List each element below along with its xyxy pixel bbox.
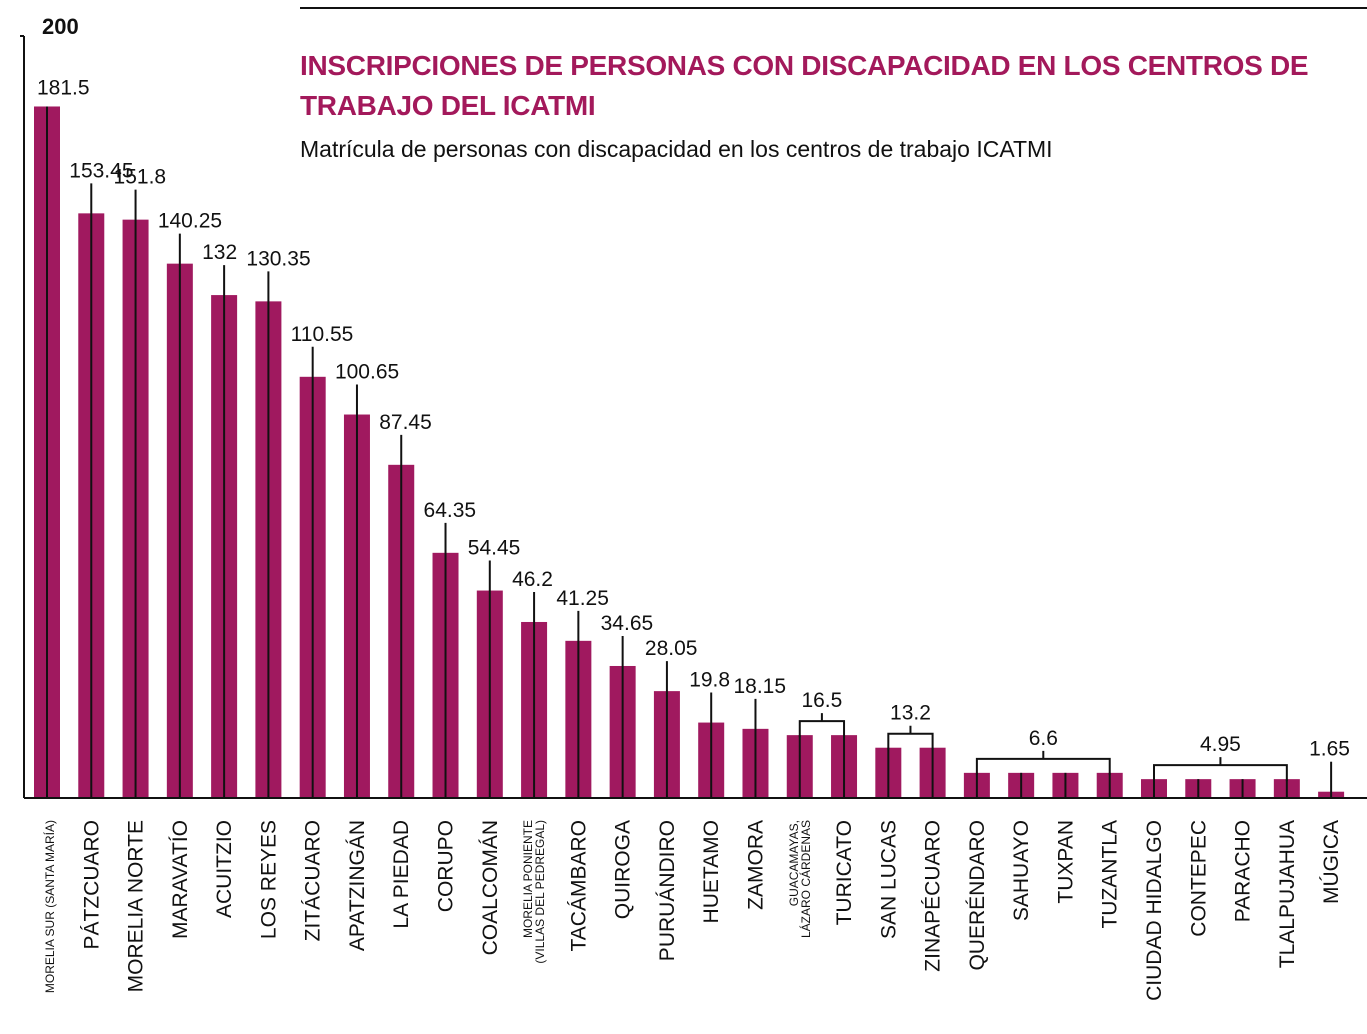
x-tick-label: SAN LUCAS: [877, 820, 900, 939]
value-label: 18.15: [733, 675, 786, 698]
x-tick-label: PARACHO: [1232, 820, 1255, 922]
value-label: 54.45: [468, 537, 521, 560]
x-tick-label: CONTEPEC: [1187, 820, 1210, 937]
x-tick-label: ACUITZIO: [213, 820, 236, 918]
x-tick-label: LA PIEDAD: [390, 820, 413, 929]
value-label: 181.5: [37, 76, 90, 99]
value-label: 130.35: [246, 247, 310, 270]
value-label: 34.65: [601, 612, 654, 635]
value-label: 140.25: [158, 210, 222, 233]
x-tick-label: TACÁMBARO: [567, 820, 590, 951]
value-label: 6.6: [1029, 727, 1058, 750]
value-label: 19.8: [689, 669, 730, 692]
y-tick-label: 200: [42, 14, 79, 39]
x-tick-label: ZINAPÉCUARO: [922, 820, 945, 972]
value-label: 100.65: [335, 361, 399, 384]
x-tick-label: SAHUAYO: [1010, 820, 1033, 921]
group-bracket: [887, 725, 934, 750]
value-label: 132: [202, 241, 237, 264]
value-label: 41.25: [556, 587, 609, 610]
group-bracket: [1153, 757, 1288, 782]
value-label: 4.95: [1200, 733, 1241, 756]
x-tick-label: MORELIA SUR (SANTA MARÍA): [42, 820, 57, 993]
x-tick-label: PURUÁNDIRO: [656, 820, 679, 961]
x-tick-label: ZITÁCUARO: [302, 820, 325, 941]
x-tick-label: HUETAMO: [700, 820, 723, 923]
x-tick-label: QUIROGA: [612, 820, 635, 919]
x-tick-label: TUXPAN: [1054, 820, 1077, 904]
value-label: 151.8: [114, 166, 167, 189]
x-tick-label: QUERÉNDARO: [966, 820, 989, 971]
x-tick-label: LOS REYES: [257, 820, 280, 939]
x-tick-label: MÚGICA: [1320, 820, 1343, 904]
value-label: 87.45: [379, 411, 432, 434]
x-tick-label: TUZANTLA: [1099, 820, 1122, 929]
value-label: 28.05: [645, 637, 698, 660]
value-label: 1.65: [1309, 738, 1350, 761]
x-tick-label: GUACAMAYAS,LÁZARO CÁRDENAS: [787, 820, 813, 938]
value-label: 16.5: [801, 689, 842, 712]
x-tick-label: CIUDAD HIDALGO: [1143, 820, 1166, 1001]
value-label: 46.2: [512, 568, 553, 591]
x-tick-label: ZAMORA: [744, 820, 767, 910]
x-tick-label: MARAVATÍO: [169, 820, 192, 939]
x-tick-label: MORELIA PONIENTE(VILLAS DEL PEDREGAL): [521, 820, 547, 964]
x-tick-label: TURICATO: [833, 820, 856, 925]
value-label: 110.55: [291, 323, 354, 346]
value-label: 64.35: [424, 499, 477, 522]
value-label: 153.45: [69, 159, 133, 182]
x-tick-label: PÁTZCUARO: [80, 820, 103, 950]
group-bracket: [975, 750, 1111, 775]
chart-subtitle: Matrícula de personas con discapacidad e…: [300, 136, 1053, 162]
x-tick-label: MORELIA NORTE: [125, 820, 148, 992]
group-bracket: [798, 713, 846, 738]
x-tick-label: CORUPO: [435, 820, 458, 912]
chart-title: INSCRIPCIONES DE PERSONAS CON DISCAPACID…: [300, 50, 1309, 121]
x-tick-label: COALCOMÁN: [479, 820, 502, 955]
value-label: 13.2: [890, 702, 931, 725]
x-tick-label: APATZINGÁN: [346, 820, 369, 951]
x-tick-label: TLALPUJAHUA: [1276, 820, 1299, 968]
